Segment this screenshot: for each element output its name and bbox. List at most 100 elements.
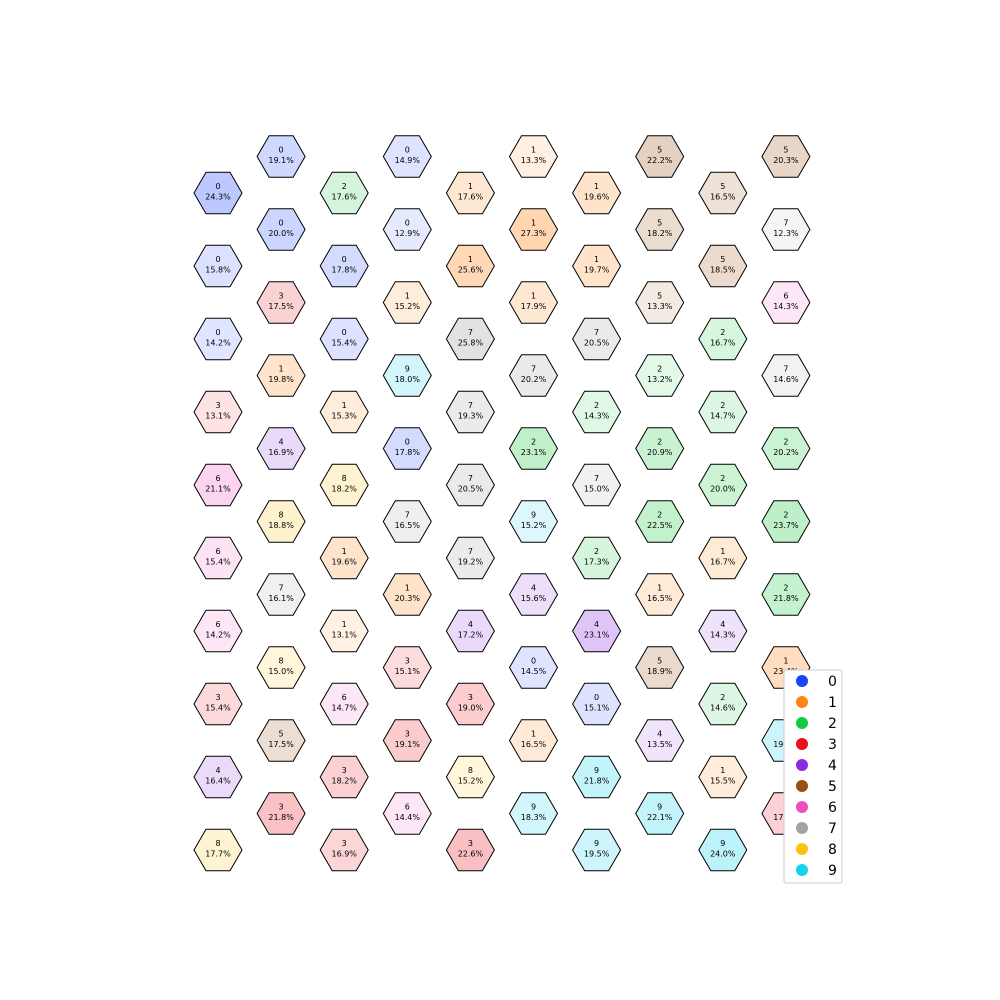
hex-cell: 223.7% (761, 500, 811, 543)
hex-digit-label: 5 (657, 657, 662, 666)
hex-cell: 7 19.2% (445, 536, 495, 580)
hex-digit-label: 1 (342, 620, 347, 629)
hex-percent-label: 19.1% (395, 740, 421, 749)
hex-percent-label: 20.0% (710, 485, 736, 494)
hex-digit-label: 3 (405, 730, 410, 739)
hex-cell: 1 19.7% (572, 244, 622, 288)
hex-percent-label: 20.9% (647, 448, 673, 457)
hex-cell: 6 14.2% (193, 609, 243, 653)
hex-percent-label: 16.5% (521, 740, 547, 749)
hex-shape (508, 208, 559, 251)
hex-cell: 614.3% (761, 281, 811, 324)
hex-percent-label: 22.6% (458, 850, 484, 859)
hex-shape (572, 755, 622, 799)
hex-shape (256, 719, 306, 762)
legend-item: 5 (796, 779, 837, 795)
hex-percent-label: 22.1% (647, 813, 673, 822)
hex-digit-label: 0 (342, 255, 347, 264)
hex-cell: 1 19.6% (572, 171, 622, 215)
hex-percent-label: 13.1% (331, 631, 357, 640)
hex-digit-label: 5 (657, 146, 662, 155)
hex-shape (319, 171, 369, 215)
hex-percent-label: 20.3% (773, 156, 799, 165)
hex-shape (256, 427, 306, 470)
hex-percent-label: 21.8% (268, 813, 294, 822)
hex-cell: 522.2% (635, 135, 685, 178)
hex-shape (256, 135, 306, 178)
hex-shape (508, 281, 559, 324)
hex-digit-label: 9 (531, 511, 536, 520)
hex-percent-label: 19.0% (458, 704, 484, 713)
hex-percent-label: 25.8% (458, 339, 484, 348)
hex-shape (445, 390, 495, 434)
hex-percent-label: 14.5% (521, 667, 547, 676)
hex-cell: 020.0% (256, 208, 306, 251)
hex-percent-label: 16.1% (268, 594, 294, 603)
hex-digit-label: 1 (657, 584, 662, 593)
hex-percent-label: 17.8% (331, 266, 357, 275)
legend-label: 7 (828, 821, 837, 837)
hex-percent-label: 17.5% (268, 740, 294, 749)
hex-shape (635, 208, 685, 251)
hex-percent-label: 14.6% (710, 704, 736, 713)
hex-cell: 4 17.2% (445, 609, 495, 653)
hex-percent-label: 16.7% (710, 558, 736, 567)
hex-percent-label: 15.2% (521, 521, 547, 530)
hex-percent-label: 20.0% (268, 229, 294, 238)
hex-cell: 3 22.6% (445, 828, 495, 872)
hex-digit-label: 4 (531, 584, 536, 593)
hex-cell: 0 17.8% (319, 244, 369, 288)
hex-percent-label: 17.6% (458, 193, 484, 202)
hex-digit-label: 3 (468, 693, 473, 702)
hex-digit-label: 2 (342, 182, 347, 191)
hex-percent-label: 15.2% (458, 777, 484, 786)
hex-cell: 220.2% (761, 427, 811, 470)
hex-percent-label: 21.8% (773, 594, 799, 603)
hex-shape (572, 317, 622, 361)
hex-shape (572, 244, 622, 288)
hex-percent-label: 17.5% (268, 302, 294, 311)
hex-shape (635, 354, 685, 397)
hex-digit-label: 1 (405, 584, 410, 593)
hex-shape (572, 536, 622, 580)
hex-shape (572, 463, 622, 507)
hex-digit-label: 1 (531, 219, 536, 228)
hex-shape (193, 755, 243, 799)
hex-percent-label: 20.3% (395, 594, 421, 603)
hex-cell: 014.5% (508, 646, 559, 689)
hex-shape (193, 682, 243, 726)
hex-digit-label: 9 (720, 839, 725, 848)
hex-percent-label: 14.3% (710, 631, 736, 640)
hex-shape (445, 244, 495, 288)
hex-digit-label: 3 (279, 803, 284, 812)
hex-percent-label: 14.7% (710, 412, 736, 421)
hex-cell: 2 14.6% (698, 682, 748, 726)
hex-digit-label: 5 (657, 219, 662, 228)
hex-digit-label: 6 (405, 803, 410, 812)
hex-percent-label: 15.0% (584, 485, 610, 494)
hex-digit-label: 2 (594, 547, 599, 556)
hex-shape (572, 390, 622, 434)
hex-shape (193, 536, 243, 580)
hex-digit-label: 9 (594, 766, 599, 775)
hex-digit-label: 0 (279, 146, 284, 155)
hex-cell: 712.3% (761, 208, 811, 251)
legend-label: 9 (828, 863, 837, 879)
hex-shape (508, 646, 559, 689)
hex-cell: 0 24.3% (193, 171, 243, 215)
hex-cell: 2 20.0% (698, 463, 748, 507)
hex-shape (319, 244, 369, 288)
hex-digit-label: 4 (720, 620, 725, 629)
hex-cell: 2 17.6% (319, 171, 369, 215)
hex-digit-label: 3 (468, 839, 473, 848)
hex-percent-label: 18.0% (395, 375, 421, 384)
legend-marker (796, 822, 808, 834)
hex-digit-label: 0 (215, 255, 220, 264)
hex-percent-label: 19.2% (458, 558, 484, 567)
hex-digit-label: 9 (405, 365, 410, 374)
hex-shape (635, 135, 685, 178)
hex-digit-label: 1 (531, 146, 536, 155)
hex-cell: 4 14.3% (698, 609, 748, 653)
hex-cell: 2 17.3% (572, 536, 622, 580)
